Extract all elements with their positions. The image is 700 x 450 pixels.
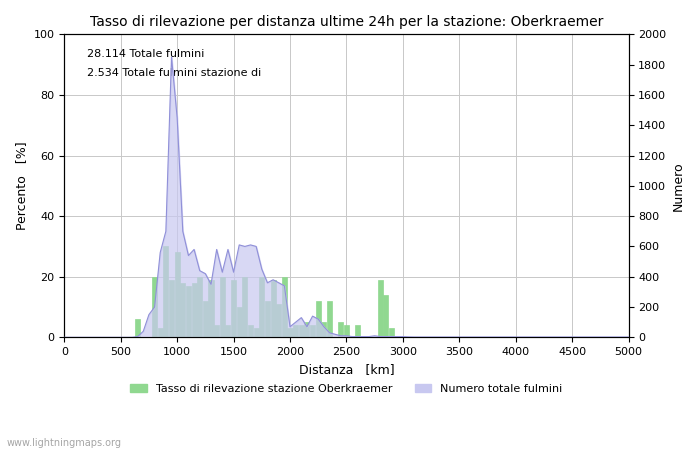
Y-axis label: Numero: Numero (672, 161, 685, 211)
Text: 28.114 Totale fulmini: 28.114 Totale fulmini (87, 50, 204, 59)
Y-axis label: Percento   [%]: Percento [%] (15, 141, 28, 230)
Bar (276, 304, 281, 338)
Bar (231, 280, 236, 338)
Bar (163, 247, 169, 338)
Bar (197, 277, 202, 338)
Bar (253, 328, 259, 338)
Bar (169, 280, 174, 338)
Bar (214, 325, 219, 338)
Bar (338, 322, 343, 338)
X-axis label: Distanza   [km]: Distanza [km] (299, 363, 394, 376)
Bar (209, 280, 214, 338)
Bar (152, 277, 157, 338)
Legend: Tasso di rilevazione stazione Oberkraemer, Numero totale fulmini: Tasso di rilevazione stazione Oberkraeme… (126, 379, 567, 398)
Bar (321, 322, 326, 338)
Bar (237, 307, 242, 338)
Bar (180, 283, 186, 338)
Bar (288, 328, 293, 338)
Bar (355, 325, 360, 338)
Bar (299, 325, 304, 338)
Bar (282, 277, 287, 338)
Bar (384, 295, 388, 338)
Bar (389, 328, 394, 338)
Bar (242, 277, 247, 338)
Bar (248, 325, 253, 338)
Bar (259, 277, 265, 338)
Bar (344, 325, 349, 338)
Bar (327, 301, 332, 338)
Bar (265, 301, 270, 338)
Bar (304, 322, 309, 338)
Text: www.lightningmaps.org: www.lightningmaps.org (7, 437, 122, 447)
Bar (293, 325, 298, 338)
Bar (316, 301, 321, 338)
Bar (186, 286, 191, 338)
Bar (135, 319, 140, 338)
Bar (203, 301, 208, 338)
Bar (270, 280, 276, 338)
Title: Tasso di rilevazione per distanza ultime 24h per la stazione: Oberkraemer: Tasso di rilevazione per distanza ultime… (90, 15, 603, 29)
Bar (158, 328, 163, 338)
Bar (192, 283, 197, 338)
Bar (310, 325, 315, 338)
Text: 2.534 Totale fulmini stazione di: 2.534 Totale fulmini stazione di (87, 68, 261, 78)
Bar (220, 277, 225, 338)
Bar (225, 325, 230, 338)
Bar (174, 252, 180, 338)
Bar (378, 280, 383, 338)
